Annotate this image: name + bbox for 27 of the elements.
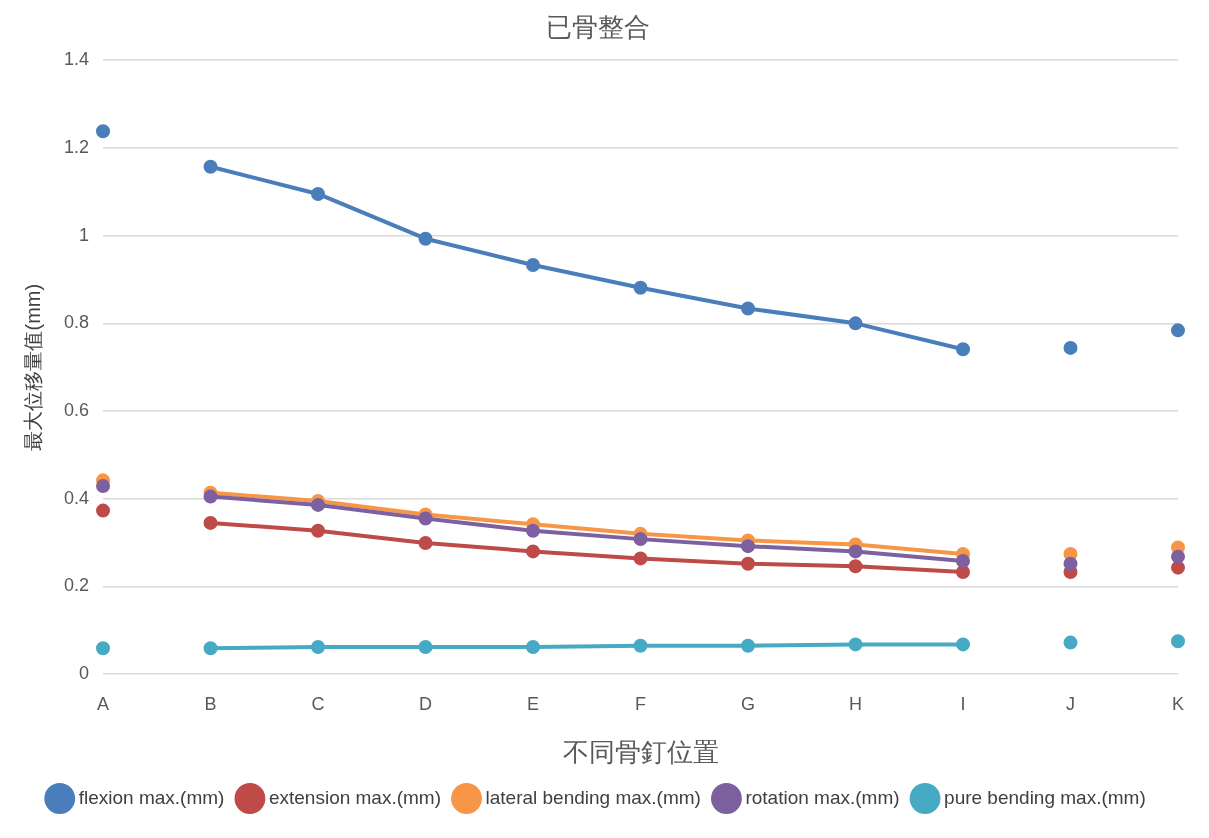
y-tick-label: 1.4: [63, 49, 90, 70]
legend-label: flexion max.(mm): [78, 786, 225, 808]
legend-label: pure bending max.(mm): [944, 786, 1146, 808]
y-tick-label: 0.2: [63, 575, 90, 596]
y-tick-label: 0.4: [63, 487, 90, 508]
y-tick-label: 1.2: [63, 136, 90, 157]
x-tick-label: I: [960, 693, 966, 714]
legend-label: extension max.(mm): [268, 786, 442, 808]
x-tick-label: B: [204, 693, 217, 714]
x-axis-title: 不同骨釘位置: [562, 736, 719, 767]
x-tick-label: K: [1171, 693, 1185, 714]
x-tick-label: H: [849, 693, 863, 714]
y-axis-title: 最大位移量值(mm): [21, 283, 44, 451]
y-tick-label: 1: [79, 224, 90, 245]
y-tick-label: 0.6: [63, 400, 90, 421]
x-tick-label: A: [97, 693, 110, 714]
x-tick-label: F: [635, 693, 647, 714]
legend-label: rotation max.(mm): [745, 786, 900, 808]
x-tick-label: C: [311, 693, 325, 714]
x-tick-label: J: [1066, 693, 1075, 714]
y-tick-label: 0: [79, 663, 90, 684]
x-tick-label: E: [527, 693, 540, 714]
y-tick-label: 0.8: [63, 312, 90, 333]
legend-label: lateral bending max.(mm): [485, 786, 701, 808]
x-tick-label: G: [741, 693, 756, 714]
chart-title: 已骨整合: [546, 11, 650, 42]
x-tick-label: D: [419, 693, 433, 714]
